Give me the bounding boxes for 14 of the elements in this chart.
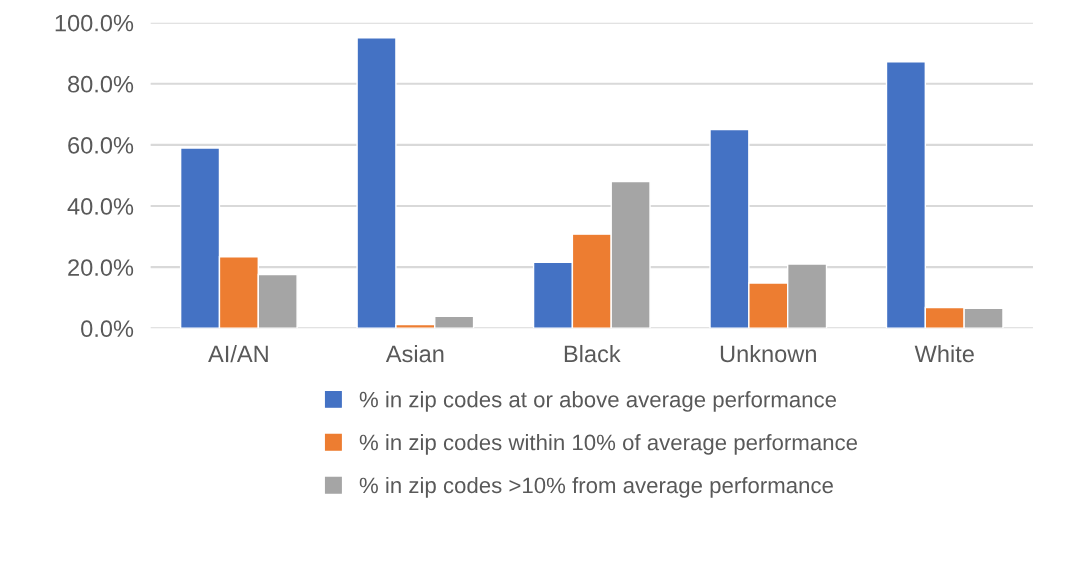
legend-label: % in zip codes within 10% of average performance bbox=[359, 434, 858, 455]
x-tick-label: Asian bbox=[385, 344, 444, 363]
legend-label: % in zip codes >10% from average performance bbox=[359, 476, 833, 498]
legend-label: % in zip codes at or above average performance bbox=[359, 391, 837, 412]
x-tick-label: Black bbox=[564, 344, 621, 363]
y-tick-label: 0.0% bbox=[81, 320, 134, 338]
y-tick-label: 40.0% bbox=[67, 198, 134, 215]
x-tick-label: AI/AN bbox=[208, 344, 268, 363]
x-tick-label: White bbox=[914, 344, 974, 363]
y-tick-label: 80.0% bbox=[68, 75, 134, 93]
y-tick-label: 60.0% bbox=[68, 136, 134, 154]
y-tick-label: 100.0% bbox=[55, 14, 134, 32]
y-tick-label: 20.0% bbox=[68, 259, 134, 276]
x-tick-label: Unknown bbox=[720, 344, 816, 363]
